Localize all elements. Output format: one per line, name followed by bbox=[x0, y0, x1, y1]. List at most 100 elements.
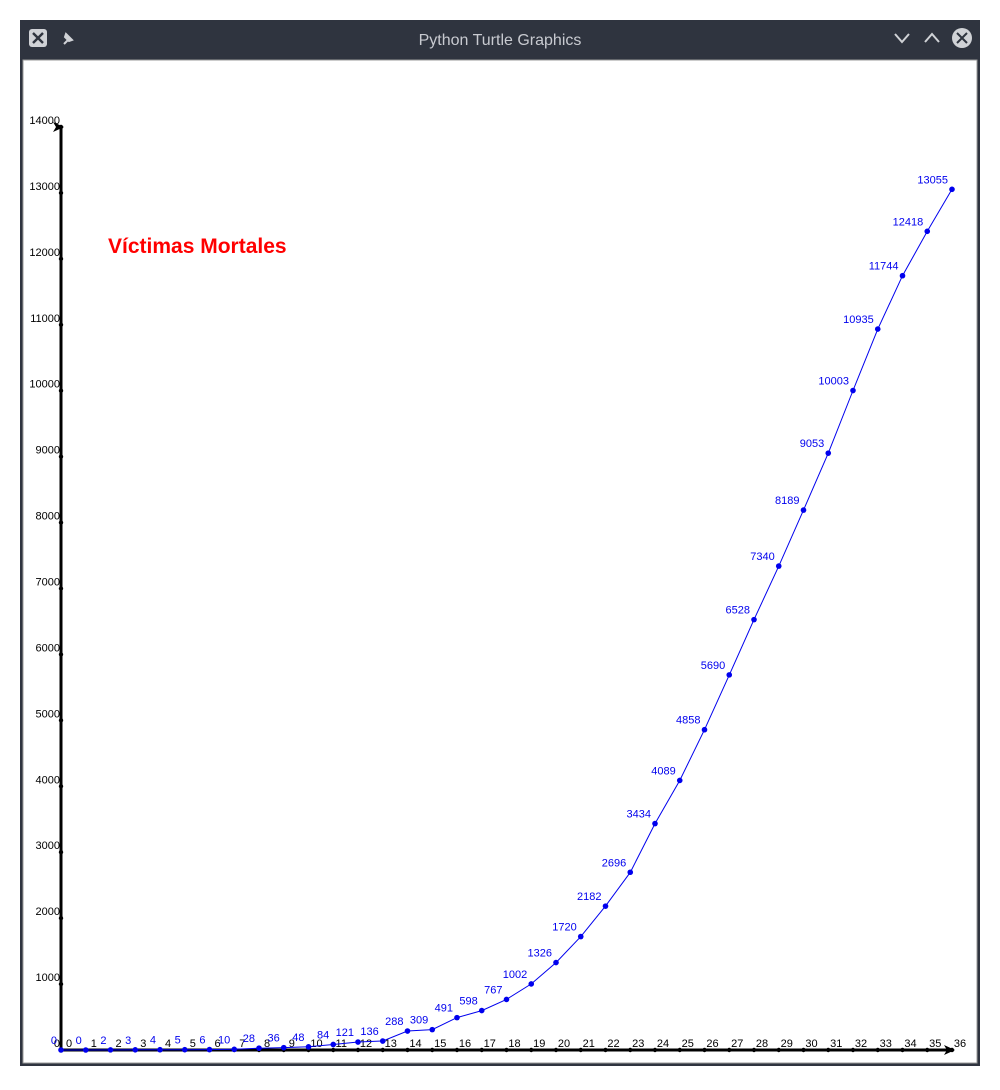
x-tick bbox=[727, 1047, 732, 1053]
data-label: 48 bbox=[292, 1032, 304, 1044]
x-tick-label: 27 bbox=[731, 1038, 743, 1050]
pin-button[interactable] bbox=[63, 32, 74, 45]
x-tick-label: 3 bbox=[140, 1038, 146, 1050]
chart-title: Víctimas Mortales bbox=[108, 235, 287, 258]
y-tick-label: 9000 bbox=[36, 445, 60, 457]
data-label: 3 bbox=[125, 1035, 131, 1047]
data-point bbox=[429, 1026, 436, 1033]
y-axis-arrow bbox=[53, 122, 64, 132]
data-point bbox=[949, 186, 955, 193]
y-tick-label: 13000 bbox=[29, 181, 60, 193]
x-tick bbox=[578, 1047, 583, 1053]
x-tick-label: 18 bbox=[508, 1038, 520, 1050]
x-tick-label: 15 bbox=[434, 1038, 446, 1050]
data-point bbox=[132, 1047, 139, 1053]
data-label: 7340 bbox=[750, 551, 774, 563]
data-label: 6 bbox=[199, 1035, 205, 1047]
data-label: 767 bbox=[484, 984, 502, 996]
x-tick bbox=[702, 1047, 707, 1053]
y-tick bbox=[58, 124, 64, 130]
x-tick-label: 21 bbox=[583, 1038, 595, 1050]
y-tick-label: 1000 bbox=[36, 972, 60, 984]
y-tick-label: 10000 bbox=[29, 379, 60, 391]
minimize-button[interactable] bbox=[894, 33, 910, 44]
x-tick bbox=[553, 1047, 559, 1053]
maximize-button[interactable] bbox=[924, 32, 940, 43]
data-label: 121 bbox=[336, 1027, 354, 1039]
data-point bbox=[82, 1047, 89, 1053]
data-point bbox=[107, 1047, 114, 1053]
data-point bbox=[305, 1044, 312, 1050]
x-tick bbox=[801, 1047, 806, 1053]
data-point bbox=[256, 1045, 262, 1051]
data-point bbox=[850, 387, 856, 394]
x-tick-label: 24 bbox=[657, 1038, 669, 1050]
y-tick-label: 3000 bbox=[36, 840, 60, 852]
data-point bbox=[726, 672, 733, 678]
data-point bbox=[404, 1028, 411, 1034]
data-label: 598 bbox=[459, 996, 477, 1008]
y-tick-label: 11000 bbox=[30, 313, 60, 325]
data-point bbox=[528, 981, 535, 987]
data-point bbox=[58, 1047, 64, 1053]
y-tick bbox=[58, 784, 64, 789]
x-tick-label: 29 bbox=[781, 1038, 793, 1050]
close-left[interactable] bbox=[29, 29, 47, 47]
data-point bbox=[924, 228, 931, 235]
y-tick bbox=[58, 520, 64, 525]
x-tick bbox=[949, 1047, 955, 1053]
data-point bbox=[825, 450, 832, 456]
data-point bbox=[355, 1039, 361, 1045]
x-tick bbox=[652, 1047, 658, 1053]
data-point bbox=[800, 507, 807, 513]
x-tick-label: 12 bbox=[360, 1038, 372, 1050]
x-tick bbox=[529, 1047, 534, 1053]
x-tick-label: 28 bbox=[756, 1038, 768, 1050]
window-title: Python Turtle Graphics bbox=[419, 32, 582, 49]
x-tick-label: 2 bbox=[115, 1038, 121, 1050]
x-axis-arrow bbox=[944, 1045, 955, 1055]
data-label: 2696 bbox=[602, 857, 626, 869]
x-tick-label: 14 bbox=[409, 1038, 421, 1050]
data-label: 28 bbox=[243, 1033, 255, 1045]
data-label: 11744 bbox=[869, 261, 899, 273]
data-point bbox=[652, 820, 658, 827]
data-point bbox=[454, 1014, 460, 1021]
data-point bbox=[577, 933, 584, 940]
data-label: 10003 bbox=[818, 376, 849, 388]
data-point bbox=[701, 726, 708, 733]
x-tick bbox=[405, 1047, 410, 1053]
data-label: 10 bbox=[218, 1034, 230, 1046]
data-label: 309 bbox=[410, 1015, 428, 1027]
x-tick bbox=[875, 1047, 880, 1053]
data-point bbox=[676, 777, 683, 784]
x-tick-label: 19 bbox=[533, 1038, 545, 1050]
data-point bbox=[899, 272, 906, 279]
x-tick bbox=[603, 1047, 608, 1053]
canvas bbox=[22, 59, 978, 1064]
data-point bbox=[206, 1046, 213, 1053]
x-tick bbox=[479, 1047, 484, 1053]
data-label: 491 bbox=[435, 1003, 453, 1015]
x-tick-label: 25 bbox=[682, 1038, 694, 1050]
data-label: 1002 bbox=[503, 969, 527, 981]
data-point bbox=[553, 959, 559, 966]
x-tick bbox=[430, 1047, 435, 1053]
data-point bbox=[379, 1038, 386, 1044]
x-tick-label: 7 bbox=[239, 1038, 245, 1050]
data-label: 9053 bbox=[800, 438, 824, 450]
x-tick bbox=[504, 1047, 509, 1053]
x-tick-label: 33 bbox=[880, 1038, 892, 1050]
y-tick-label: 6000 bbox=[36, 642, 60, 654]
data-point bbox=[503, 996, 510, 1003]
x-tick-label: 17 bbox=[484, 1038, 496, 1050]
close-button[interactable] bbox=[952, 28, 972, 48]
data-label: 4858 bbox=[676, 715, 700, 727]
data-label: 5 bbox=[175, 1035, 181, 1047]
y-tick-label: 14000 bbox=[29, 115, 60, 127]
data-point bbox=[231, 1046, 238, 1053]
data-point bbox=[478, 1007, 485, 1014]
x-tick bbox=[628, 1047, 633, 1053]
y-tick bbox=[58, 190, 64, 196]
